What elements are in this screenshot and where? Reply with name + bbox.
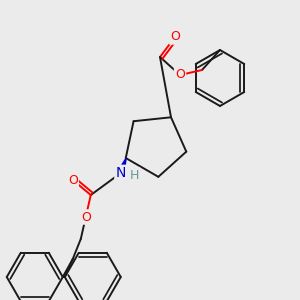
Text: O: O	[170, 31, 180, 44]
Text: N: N	[116, 166, 126, 180]
Text: H: H	[130, 169, 140, 182]
Text: O: O	[81, 211, 91, 224]
Text: O: O	[68, 173, 78, 187]
Polygon shape	[117, 158, 126, 174]
Text: O: O	[175, 68, 185, 82]
